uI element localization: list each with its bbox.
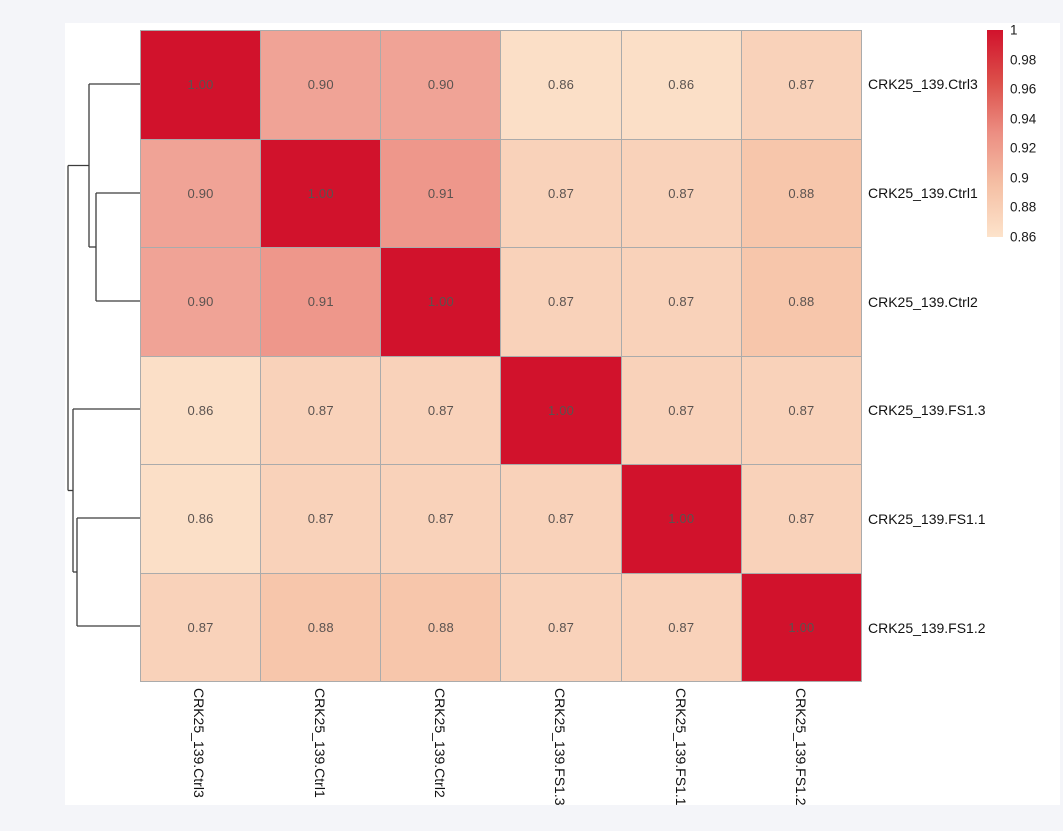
heatmap-cell: 0.87 — [501, 465, 621, 573]
colorbar-tick-label: 1 — [1010, 22, 1018, 38]
col-label: CRK25_139.FS1.1 — [672, 688, 689, 806]
heatmap-grid: 1.00 0.90 0.90 0.86 0.86 0.87 0.90 1.00 0.91 0.87… — [140, 30, 862, 682]
heatmap-cell: 0.87 — [261, 356, 381, 464]
heatmap-cell: 0.87 — [741, 31, 861, 139]
colorbar-legend — [987, 30, 1003, 237]
row-label: CRK25_139.FS1.1 — [868, 511, 986, 527]
heatmap-cell: 0.87 — [741, 465, 861, 573]
row-label: CRK25_139.FS1.3 — [868, 402, 986, 419]
heatmap-cell: 0.87 — [621, 573, 741, 681]
heatmap-cell: 0.87 — [621, 139, 741, 247]
heatmap-cell: 1.00 — [741, 573, 861, 681]
heatmap-cell: 1.00 — [621, 465, 741, 573]
heatmap-cell: 1.00 — [261, 139, 381, 247]
row-label: CRK25_139.Ctrl2 — [868, 293, 978, 310]
colorbar-tick-label: 0.96 — [1010, 81, 1037, 97]
col-label: CRK25_139.FS1.2 — [792, 688, 809, 806]
heatmap-cell: 0.87 — [261, 465, 381, 573]
row-label: CRK25_139.Ctrl3 — [868, 76, 978, 93]
heatmap-cell: 0.90 — [141, 248, 261, 356]
heatmap-cell: 0.87 — [501, 573, 621, 681]
heatmap-cell: 0.87 — [621, 248, 741, 356]
heatmap-cell: 0.87 — [501, 139, 621, 247]
colorbar-tick-label: 0.9 — [1010, 170, 1029, 186]
col-label: CRK25_139.FS1.3 — [552, 688, 569, 806]
heatmap-cell: 0.87 — [141, 573, 261, 681]
heatmap-cell: 0.90 — [261, 31, 381, 139]
heatmap-cell: 0.88 — [741, 248, 861, 356]
colorbar-tick-label: 0.92 — [1010, 140, 1037, 156]
col-label: CRK25_139.Ctrl3 — [191, 688, 208, 798]
colorbar-tick-label: 0.86 — [1010, 229, 1037, 245]
heatmap-cell: 1.00 — [141, 31, 261, 139]
heatmap-cell: 0.87 — [621, 356, 741, 464]
heatmap-cell: 0.91 — [261, 248, 381, 356]
heatmap-cell: 0.88 — [261, 573, 381, 681]
heatmap-cell: 0.86 — [501, 31, 621, 139]
heatmap-cell: 0.91 — [381, 139, 501, 247]
heatmap-cell: 0.86 — [621, 31, 741, 139]
colorbar-tick-label: 0.94 — [1010, 111, 1037, 127]
heatmap-cell: 0.87 — [381, 356, 501, 464]
heatmap-cell: 1.00 — [381, 248, 501, 356]
colorbar-tick-label: 0.88 — [1010, 199, 1037, 215]
col-label: CRK25_139.Ctrl1 — [311, 688, 328, 798]
heatmap-cell: 0.90 — [381, 31, 501, 139]
heatmap-cell: 0.87 — [381, 465, 501, 573]
heatmap-cell: 0.90 — [141, 139, 261, 247]
heatmap-cell: 0.88 — [741, 139, 861, 247]
heatmap-cell: 0.87 — [501, 248, 621, 356]
heatmap-cell: 0.86 — [141, 465, 261, 573]
heatmap-cell: 0.87 — [741, 356, 861, 464]
colorbar-tick-label: 0.98 — [1010, 52, 1037, 68]
col-label: CRK25_139.Ctrl2 — [431, 688, 448, 798]
row-label: CRK25_139.Ctrl1 — [868, 185, 978, 201]
heatmap-cell: 0.86 — [141, 356, 261, 464]
row-label: CRK25_139.FS1.2 — [868, 619, 986, 636]
heatmap-cell: 1.00 — [501, 356, 621, 464]
heatmap-cell: 0.88 — [381, 573, 501, 681]
